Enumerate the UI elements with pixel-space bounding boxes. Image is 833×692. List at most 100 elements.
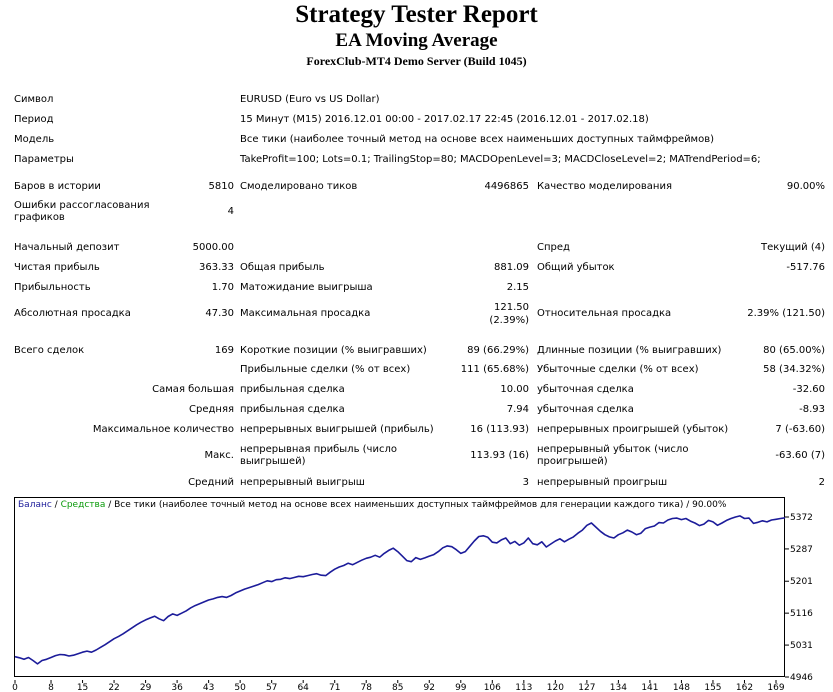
x-tick-label: 99 xyxy=(455,683,467,692)
bars-value: 5810 xyxy=(208,181,234,192)
ticks-label: Смоделировано тиков xyxy=(240,181,358,192)
largest-loss-label: убыточная сделка xyxy=(537,384,634,395)
x-tick-label: 8 xyxy=(48,683,54,692)
legend-description: / Все тики (наиболее точный метод на осн… xyxy=(105,500,727,510)
average-profit-value: 7.94 xyxy=(506,404,529,415)
max-drawdown-percent: (2.39%) xyxy=(489,315,529,326)
x-tick-label: 36 xyxy=(171,683,183,692)
max-consecutive-label: Максимальное количество xyxy=(92,424,234,435)
largest-label: Самая большая xyxy=(152,384,234,395)
x-tick-label: 57 xyxy=(266,683,277,692)
average-loss-label: убыточная сделка xyxy=(537,404,634,415)
abs-drawdown-value: 47.30 xyxy=(205,308,234,319)
x-tick-label: 141 xyxy=(641,683,658,692)
profit-factor-label: Прибыльность xyxy=(14,282,91,293)
x-tick-label: 0 xyxy=(12,683,18,692)
y-tick-label: 4946 xyxy=(790,673,813,683)
largest-loss-value: -32.60 xyxy=(792,384,825,395)
max-label: Макс. xyxy=(204,450,234,461)
long-positions-label: Длинные позиции (% выигравших) xyxy=(537,345,722,356)
average-loss-value: -8.93 xyxy=(799,404,825,415)
y-tick-label: 5372 xyxy=(790,513,813,523)
balance-chart-frame xyxy=(14,497,785,677)
y-tick-label: 5287 xyxy=(790,545,813,555)
x-tick-label: 148 xyxy=(673,683,690,692)
expected-payoff-label: Матожидание выигрыша xyxy=(240,282,373,293)
mismatch-value: 4 xyxy=(227,206,234,217)
symbol-value: EURUSD (Euro vs US Dollar) xyxy=(240,94,380,105)
short-positions-value: 89 (66.29%) xyxy=(467,345,529,356)
loss-trades-label: Убыточные сделки (% от всех) xyxy=(537,364,699,375)
y-tick-label: 5116 xyxy=(790,609,813,619)
y-tick-label: 5201 xyxy=(790,577,813,587)
avg-consecutive-wins-value: 3 xyxy=(522,477,529,488)
x-tick-label: 134 xyxy=(610,683,627,692)
profit-trades-value: 111 (65.68%) xyxy=(460,364,529,375)
net-profit-value: 363.33 xyxy=(199,262,234,273)
chart-legend: Баланс / Средства / Все тики (наиболее т… xyxy=(18,500,726,511)
x-tick-label: 15 xyxy=(77,683,88,692)
symbol-label: Символ xyxy=(14,94,54,105)
max-consecutive-losses-label: непрерывных проигрышей (убыток) xyxy=(537,424,729,435)
avg-consecutive-losses-value: 2 xyxy=(818,477,825,488)
total-trades-value: 169 xyxy=(214,345,234,356)
gross-loss-label: Общий убыток xyxy=(537,262,615,273)
average-profit-label: прибыльная сделка xyxy=(240,404,345,415)
spread-value: Текущий (4) xyxy=(761,242,825,253)
x-tick-label: 78 xyxy=(361,683,373,692)
balance-line xyxy=(14,515,786,665)
expert-name: EA Moving Average xyxy=(335,30,498,51)
rel-drawdown-label: Относительная просадка xyxy=(537,308,672,319)
x-tick-label: 113 xyxy=(515,683,532,692)
profit-trades-label: Прибыльные сделки (% от всех) xyxy=(240,364,411,375)
x-tick-label: 162 xyxy=(736,683,753,692)
profit-factor-value: 1.70 xyxy=(211,282,234,293)
x-tick-label: 155 xyxy=(704,683,721,692)
largest-profit-value: 10.00 xyxy=(500,384,529,395)
net-profit-label: Чистая прибыль xyxy=(14,262,100,273)
params-value: TakeProfit=100; Lots=0.1; TrailingStop=8… xyxy=(240,154,761,165)
params-label: Параметры xyxy=(14,154,74,165)
spread-label: Спред xyxy=(537,242,570,253)
loss-trades-value: 58 (34.32%) xyxy=(763,364,825,375)
period-value: 15 Минут (M15) 2016.12.01 00:00 - 2017.0… xyxy=(240,114,649,125)
rel-drawdown-value: 2.39% (121.50) xyxy=(747,308,825,319)
max-consecutive-losses-value: 7 (-63.60) xyxy=(775,424,825,435)
max-consecutive-wins-label: непрерывных выигрышей (прибыль) xyxy=(240,424,434,435)
max-loss-value: -63.60 (7) xyxy=(775,450,825,461)
largest-profit-label: прибыльная сделка xyxy=(240,384,345,395)
avg-consecutive-losses-label: непрерывный проигрыш xyxy=(537,477,668,488)
ticks-value: 4496865 xyxy=(484,181,529,192)
gross-profit-value: 881.09 xyxy=(494,262,529,273)
model-value: Все тики (наиболее точный метод на основ… xyxy=(240,134,715,145)
deposit-value: 5000.00 xyxy=(192,242,234,253)
period-label: Период xyxy=(14,114,54,125)
expected-payoff-value: 2.15 xyxy=(506,282,529,293)
model-label: Модель xyxy=(14,134,55,145)
short-positions-label: Короткие позиции (% выигравших) xyxy=(240,345,427,356)
avg-consecutive-label: Средний xyxy=(188,477,234,488)
max-loss-label: непрерывный убыток (число проигрышей) xyxy=(537,444,689,467)
gross-profit-label: Общая прибыль xyxy=(240,262,325,273)
abs-drawdown-label: Абсолютная просадка xyxy=(14,308,131,319)
x-tick-label: 22 xyxy=(108,683,119,692)
max-drawdown-value: 121.50 xyxy=(494,302,529,313)
x-tick-label: 106 xyxy=(484,683,501,692)
quality-value: 90.00% xyxy=(786,181,825,192)
mismatch-label: Ошибки рассогласования графиков xyxy=(14,200,150,223)
max-drawdown-label: Максимальная просадка xyxy=(240,308,371,319)
x-tick-label: 85 xyxy=(392,683,403,692)
legend-separator: / xyxy=(51,500,61,510)
y-tick-label: 5031 xyxy=(790,641,813,651)
max-consecutive-wins-value: 16 (113.93) xyxy=(470,424,529,435)
max-profit-label: непрерывная прибыль (число выигрышей) xyxy=(240,444,397,467)
x-tick-label: 64 xyxy=(297,683,309,692)
x-tick-label: 169 xyxy=(767,683,784,692)
x-tick-label: 120 xyxy=(547,683,564,692)
legend-balance: Баланс xyxy=(18,500,52,510)
legend-equity: Средства xyxy=(60,500,106,510)
report-title: Strategy Tester Report xyxy=(295,1,538,28)
x-tick-label: 50 xyxy=(234,683,246,692)
total-trades-label: Всего сделок xyxy=(14,345,85,356)
